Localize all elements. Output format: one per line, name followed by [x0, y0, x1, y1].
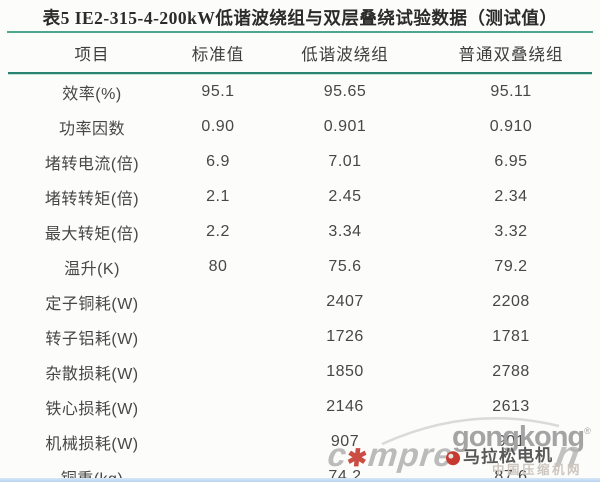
row-label: 功率因数	[58, 120, 125, 138]
col-header-item: 项目	[8, 34, 176, 74]
col-header-double-lap: 普通双叠绕组	[430, 34, 592, 74]
page-title: 表5 IE2-315-4-200kW低谐波绕组与双层叠绕试验数据（测试值）	[42, 8, 558, 28]
low-harmonic-value: 3.34	[328, 222, 362, 240]
standard-value	[176, 354, 260, 389]
low-harmonic-value: 7.01	[328, 152, 362, 170]
col-header-low-harmonic: 低谐波绕组	[260, 34, 430, 74]
low-harmonic-value: 75.6	[328, 257, 362, 275]
table-row: 机械损耗(W) 907 901	[8, 424, 592, 459]
table-row: 温升(K) 80 75.6 79.2	[8, 249, 592, 284]
row-label: 最大转矩(倍)	[44, 225, 140, 243]
low-harmonic-value: 95.65	[323, 82, 367, 100]
row-label: 转子铝耗(W)	[45, 330, 139, 348]
row-label: 堵转电流(倍)	[44, 155, 140, 173]
standard-value: 2.1	[206, 187, 230, 205]
double-lap-value: 79.2	[494, 257, 528, 275]
standard-value: 0.90	[201, 117, 235, 135]
row-label: 效率(%)	[62, 85, 122, 103]
standard-value	[176, 284, 260, 319]
standard-value: 95.1	[201, 82, 235, 100]
row-label: 堵转转矩(倍)	[44, 190, 140, 208]
standard-value: 80	[208, 257, 228, 275]
table-row: 堵转电流(倍) 6.9 7.01 6.95	[8, 144, 592, 179]
low-harmonic-value: 2146	[326, 397, 364, 415]
row-label: 定子铜耗(W)	[45, 295, 139, 313]
double-lap-value: 95.11	[490, 82, 532, 100]
table-row: 堵转转矩(倍) 2.1 2.45 2.34	[8, 179, 592, 214]
col-header-standard: 标准值	[176, 34, 260, 74]
row-label: 铜重(kg)	[60, 470, 124, 482]
low-harmonic-value: 0.901	[323, 117, 367, 135]
table-row: 最大转矩(倍) 2.2 3.34 3.32	[8, 214, 592, 249]
bottom-blue-bar	[0, 478, 600, 482]
row-label: 机械损耗(W)	[45, 435, 139, 453]
double-lap-value: 2788	[492, 362, 530, 380]
low-harmonic-value: 907	[330, 432, 360, 450]
double-lap-value: 2.34	[494, 187, 528, 205]
low-harmonic-value: 2407	[326, 292, 364, 310]
low-harmonic-value: 2.45	[328, 187, 362, 205]
top-rule-divider	[7, 31, 593, 33]
test-data-table: 项目 标准值 低谐波绕组 普通双叠绕组 效率(%) 95.1 95.65 95.…	[8, 34, 592, 482]
double-lap-value: 0.910	[489, 117, 533, 135]
table-row: 效率(%) 95.1 95.65 95.11	[8, 73, 592, 109]
row-label: 铁心损耗(W)	[45, 400, 139, 418]
row-label: 杂散损耗(W)	[45, 365, 139, 383]
standard-value	[176, 424, 260, 459]
table-row: 功率因数 0.90 0.901 0.910	[8, 109, 592, 144]
standard-value: 2.2	[206, 222, 230, 240]
table-row: 铁心损耗(W) 2146 2613	[8, 389, 592, 424]
double-lap-value: 1781	[492, 327, 530, 345]
double-lap-value: 3.32	[494, 222, 528, 240]
double-lap-value: 2208	[492, 292, 530, 310]
table-row: 杂散损耗(W) 1850 2788	[8, 354, 592, 389]
table-row: 定子铜耗(W) 2407 2208	[8, 284, 592, 319]
double-lap-value: 6.95	[494, 152, 528, 170]
header-row: 项目 标准值 低谐波绕组 普通双叠绕组	[8, 34, 592, 74]
low-harmonic-value: 1726	[326, 327, 364, 345]
standard-value	[176, 319, 260, 354]
row-label: 温升(K)	[64, 260, 120, 278]
standard-value: 6.9	[206, 152, 230, 170]
double-lap-value: 901	[496, 432, 526, 450]
table-row: 转子铝耗(W) 1726 1781	[8, 319, 592, 354]
low-harmonic-value: 1850	[326, 362, 364, 380]
double-lap-value: 2613	[492, 397, 530, 415]
standard-value	[176, 389, 260, 424]
